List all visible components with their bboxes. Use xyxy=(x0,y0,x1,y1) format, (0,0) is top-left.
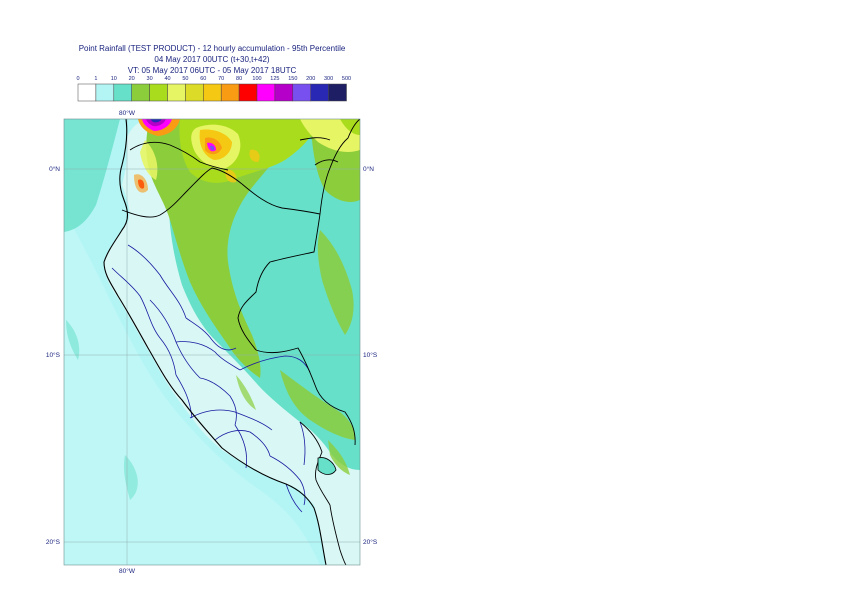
run-time: 04 May 2017 00UTC (t+30,t+42) xyxy=(154,55,270,64)
map-frame xyxy=(63,118,361,566)
lon-label-top: 80°W xyxy=(119,109,136,117)
lon-label-bottom: 80°W xyxy=(119,567,136,575)
rain-20-30mm-andes xyxy=(146,119,300,378)
legend-threshold-label: 150 xyxy=(288,76,297,82)
lat-label-left-10s: 10°S xyxy=(46,351,61,359)
legend-threshold-label: 70 xyxy=(218,76,224,82)
legend-threshold-label: 500 xyxy=(342,76,351,82)
lat-label-right-10s: 10°S xyxy=(363,351,378,359)
legend-threshold-label: 0 xyxy=(76,76,79,82)
lat-label-left-20s: 20°S xyxy=(46,538,61,546)
lat-label-right-20s: 20°S xyxy=(363,538,378,546)
legend-threshold-label: 300 xyxy=(324,76,333,82)
legend-threshold-label: 1 xyxy=(94,76,97,82)
rainfall-legend: 0 1 10 20 30 40 50 60 70 80 100 125 150 200 300 500 xyxy=(76,76,351,102)
legend-threshold-label: 80 xyxy=(236,76,242,82)
lat-label-right-0: 0°N xyxy=(363,165,374,173)
lat-label-left-0: 0°N xyxy=(49,165,60,173)
country-borders xyxy=(103,119,360,565)
northwest-ocean-rain xyxy=(64,119,120,232)
legend-threshold-label: 10 xyxy=(111,76,117,82)
legend-threshold-label: 200 xyxy=(306,76,315,82)
product-title: Point Rainfall (TEST PRODUCT) - 12 hourl… xyxy=(78,44,346,53)
legend-threshold-label: 30 xyxy=(147,76,153,82)
region-borders xyxy=(111,244,311,513)
legend-threshold-label: 100 xyxy=(252,76,261,82)
legend-threshold-label: 20 xyxy=(129,76,135,82)
valid-time: VT: 05 May 2017 06UTC - 05 May 2017 18UT… xyxy=(127,66,297,75)
legend-threshold-label: 40 xyxy=(164,76,170,82)
legend-threshold-label: 50 xyxy=(182,76,188,82)
legend-threshold-label: 125 xyxy=(270,76,279,82)
legend-color-box xyxy=(328,83,347,102)
graticule xyxy=(64,119,360,565)
legend-threshold-label: 60 xyxy=(200,76,206,82)
